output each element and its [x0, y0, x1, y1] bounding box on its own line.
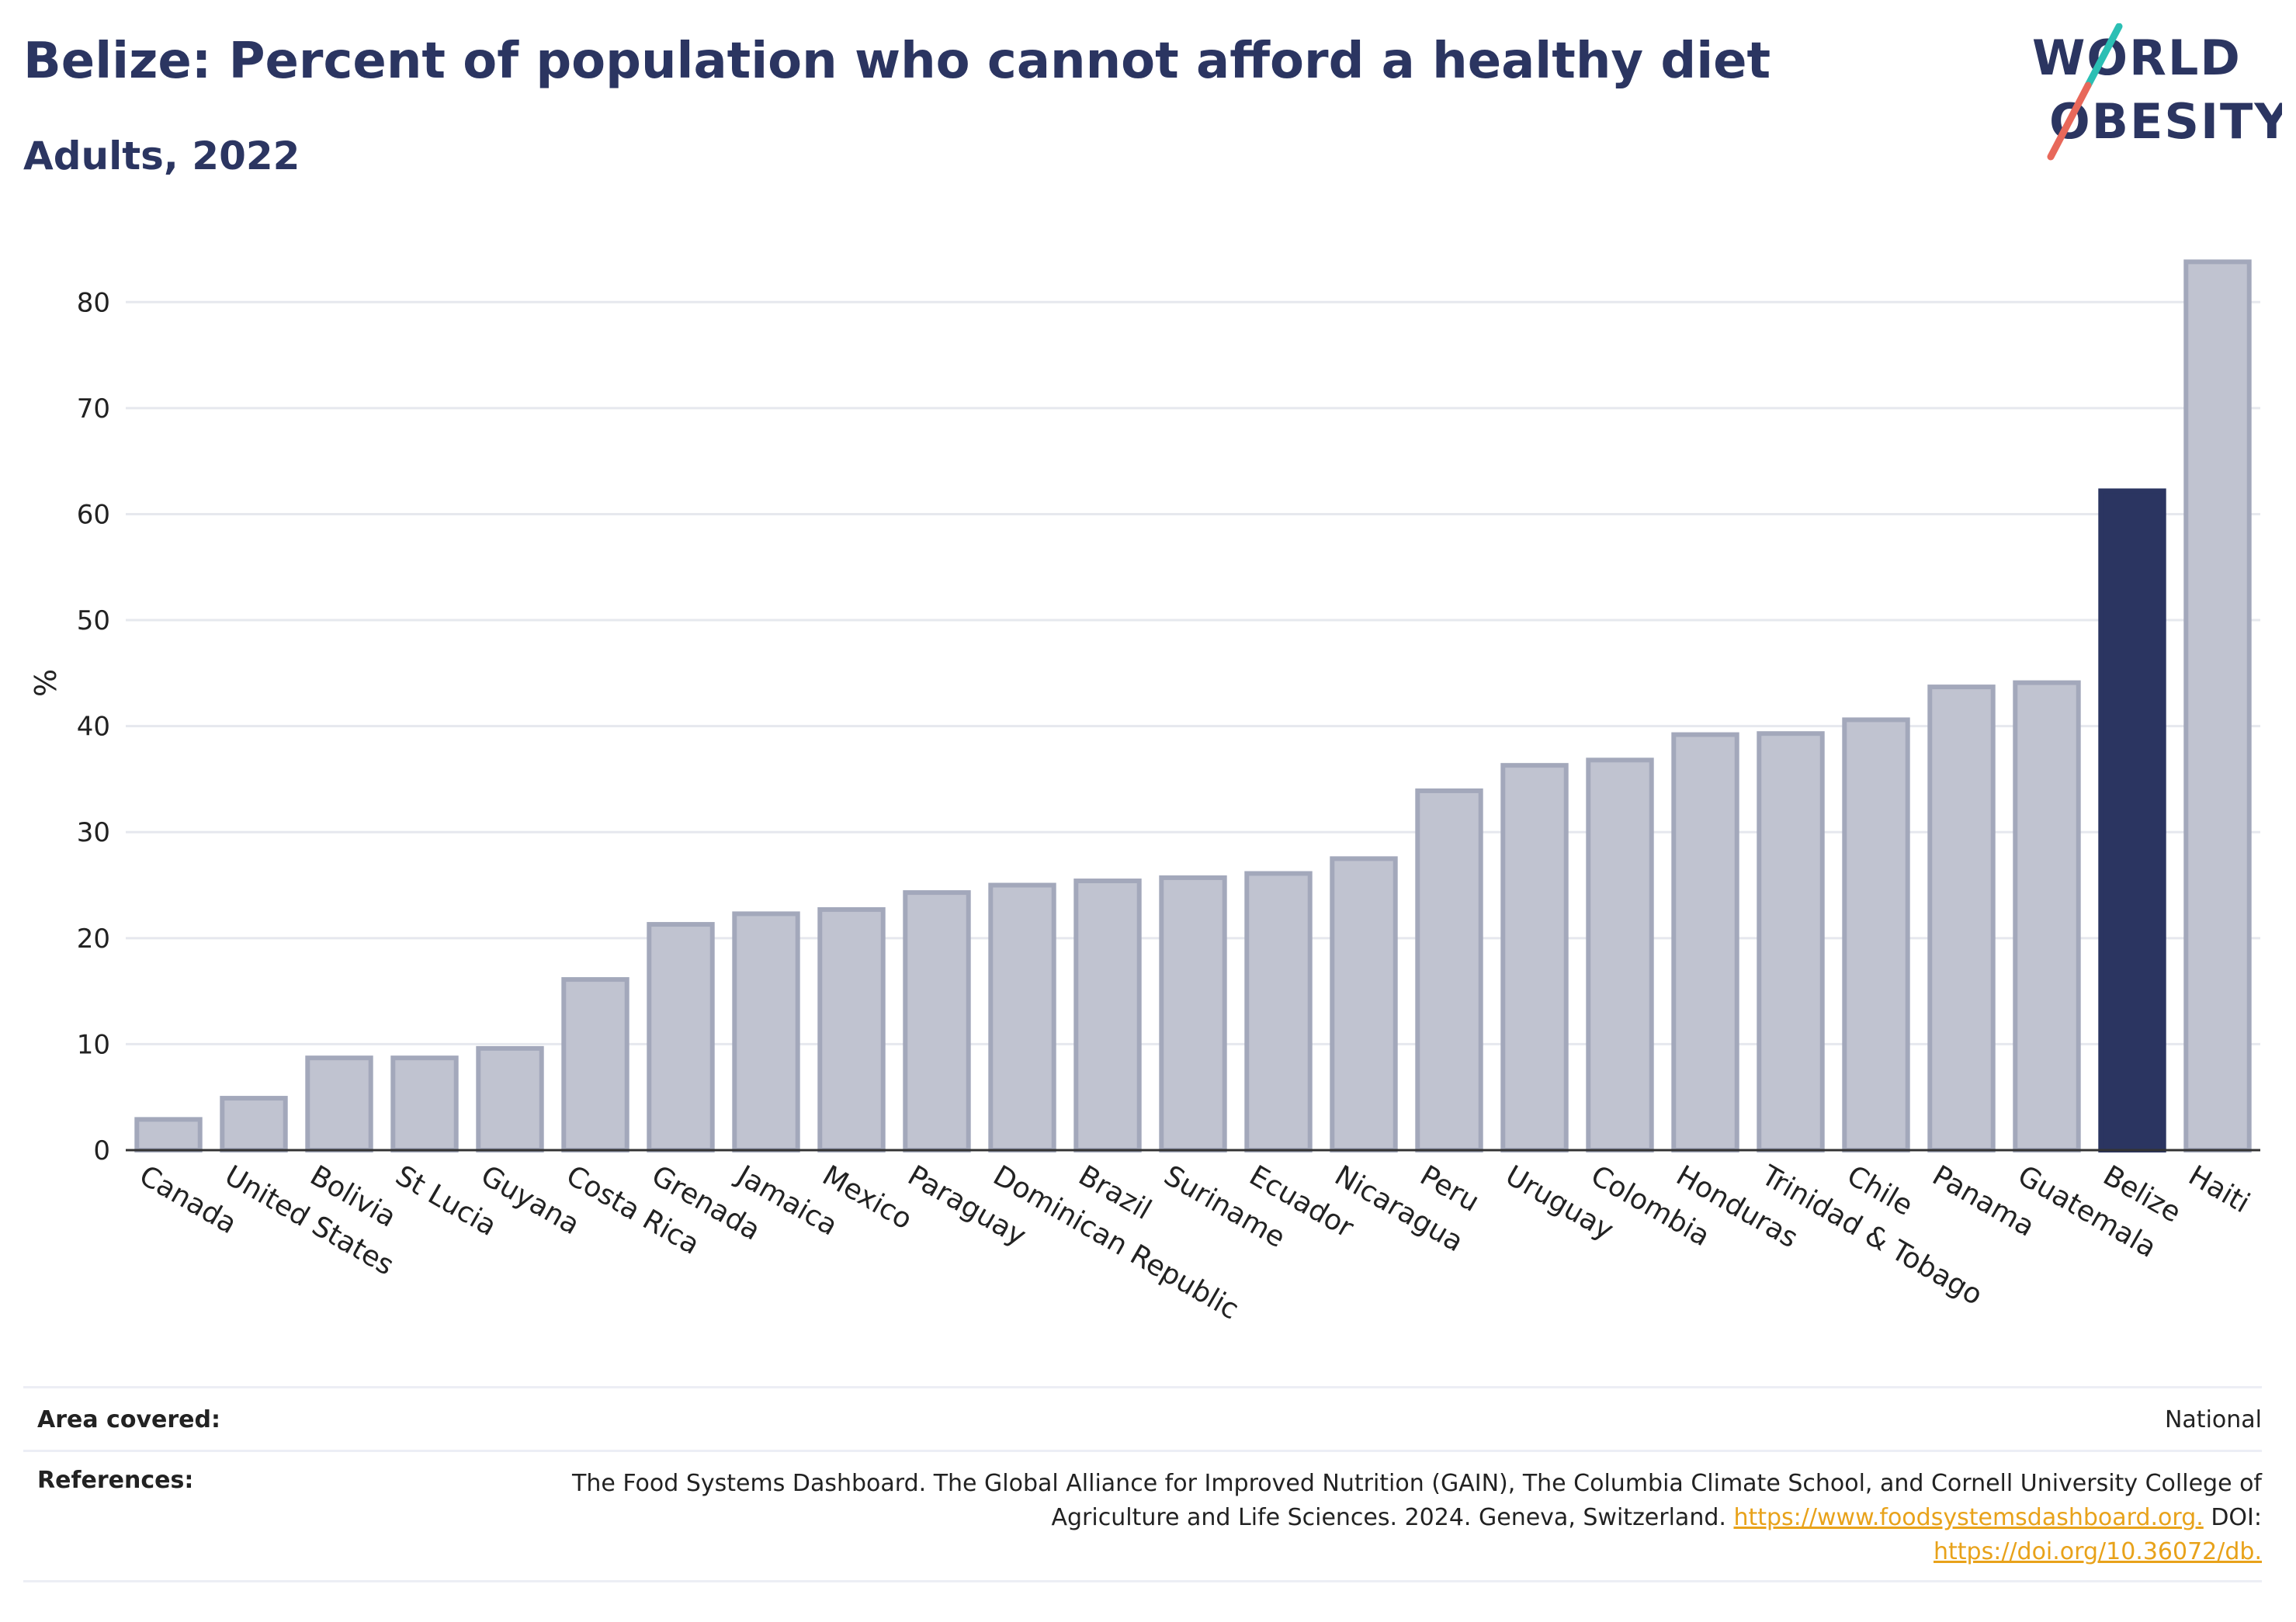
- bar-suriname: [1159, 875, 1227, 1152]
- y-tick-label: 0: [93, 1135, 110, 1166]
- x-tick-label: Haiti: [2183, 1159, 2256, 1219]
- reference-link-doi[interactable]: https://doi.org/10.36072/db.: [1934, 1538, 2262, 1565]
- y-tick-label: 20: [77, 924, 110, 955]
- logo-line1: WORLD: [2032, 29, 2242, 86]
- y-tick-label: 30: [77, 817, 110, 848]
- bar-dominican-republic: [988, 882, 1056, 1152]
- bar-grenada: [647, 922, 715, 1153]
- reference-link-dashboard[interactable]: https://www.foodsystemsdashboard.org.: [1733, 1504, 2204, 1531]
- bar-guatemala: [2013, 680, 2081, 1152]
- bar-panama: [1927, 684, 1996, 1152]
- y-tick-label: 60: [77, 499, 110, 530]
- bars: [134, 259, 2252, 1153]
- bar-haiti: [2183, 259, 2252, 1153]
- bar-honduras: [1671, 732, 1739, 1152]
- bar-mexico: [817, 906, 886, 1152]
- y-axis-ticks: 0 10 20 30 40 50 60 70 80: [77, 287, 110, 1166]
- reference-citation: The Food Systems Dashboard. The Global A…: [572, 1470, 2262, 1531]
- bar-bolivia: [305, 1055, 373, 1152]
- bar-chile: [1842, 717, 1910, 1152]
- bar-united-states: [220, 1096, 288, 1152]
- bar-costa-rica: [561, 977, 629, 1152]
- y-tick-label: 10: [77, 1029, 110, 1060]
- y-tick-label: 70: [77, 393, 110, 425]
- footer-rule-middle: [23, 1450, 2262, 1452]
- bar-canada: [134, 1117, 203, 1153]
- area-covered-value: National: [2164, 1406, 2262, 1433]
- chart-subtitle: Adults, 2022: [23, 133, 300, 178]
- bar-paraguay: [903, 890, 971, 1153]
- references-label: References:: [37, 1467, 194, 1494]
- bar-trinidad-tobago: [1757, 731, 1825, 1152]
- y-axis-label: %: [29, 669, 63, 697]
- logo-slash-teal: [2084, 23, 2123, 89]
- bar-uruguay: [1500, 763, 1569, 1152]
- bar-belize: [2098, 488, 2166, 1152]
- area-covered-label: Area covered:: [37, 1406, 220, 1433]
- y-tick-label: 40: [77, 712, 110, 743]
- chart-title: Belize: Percent of population who cannot…: [23, 33, 1771, 90]
- y-tick-label: 50: [77, 605, 110, 636]
- bar-guyana: [476, 1045, 544, 1152]
- x-tick-label: Canada: [134, 1159, 242, 1240]
- bar-ecuador: [1244, 871, 1313, 1152]
- footer-rule-top: [23, 1386, 2262, 1388]
- logo-line2: OBESITY: [2049, 93, 2282, 150]
- world-obesity-logo: WORLD OBESITY: [2032, 23, 2282, 161]
- bar-st-lucia: [390, 1055, 459, 1152]
- bar-colombia: [1586, 757, 1654, 1152]
- reference-doi-label: DOI:: [2211, 1504, 2262, 1531]
- references-text: The Food Systems Dashboard. The Global A…: [554, 1467, 2262, 1569]
- footer-rule-bottom: [23, 1580, 2262, 1582]
- bar-peru: [1415, 788, 1483, 1153]
- bar-brazil: [1073, 879, 1142, 1152]
- bar-jamaica: [732, 911, 800, 1152]
- y-tick-label: 80: [77, 287, 110, 318]
- area-covered-row: Area covered: National: [23, 1406, 2262, 1437]
- logo-slash-coral: [2047, 81, 2092, 161]
- references-row: References: The Food Systems Dashboard. …: [23, 1467, 2262, 1575]
- bar-nicaragua: [1330, 856, 1398, 1152]
